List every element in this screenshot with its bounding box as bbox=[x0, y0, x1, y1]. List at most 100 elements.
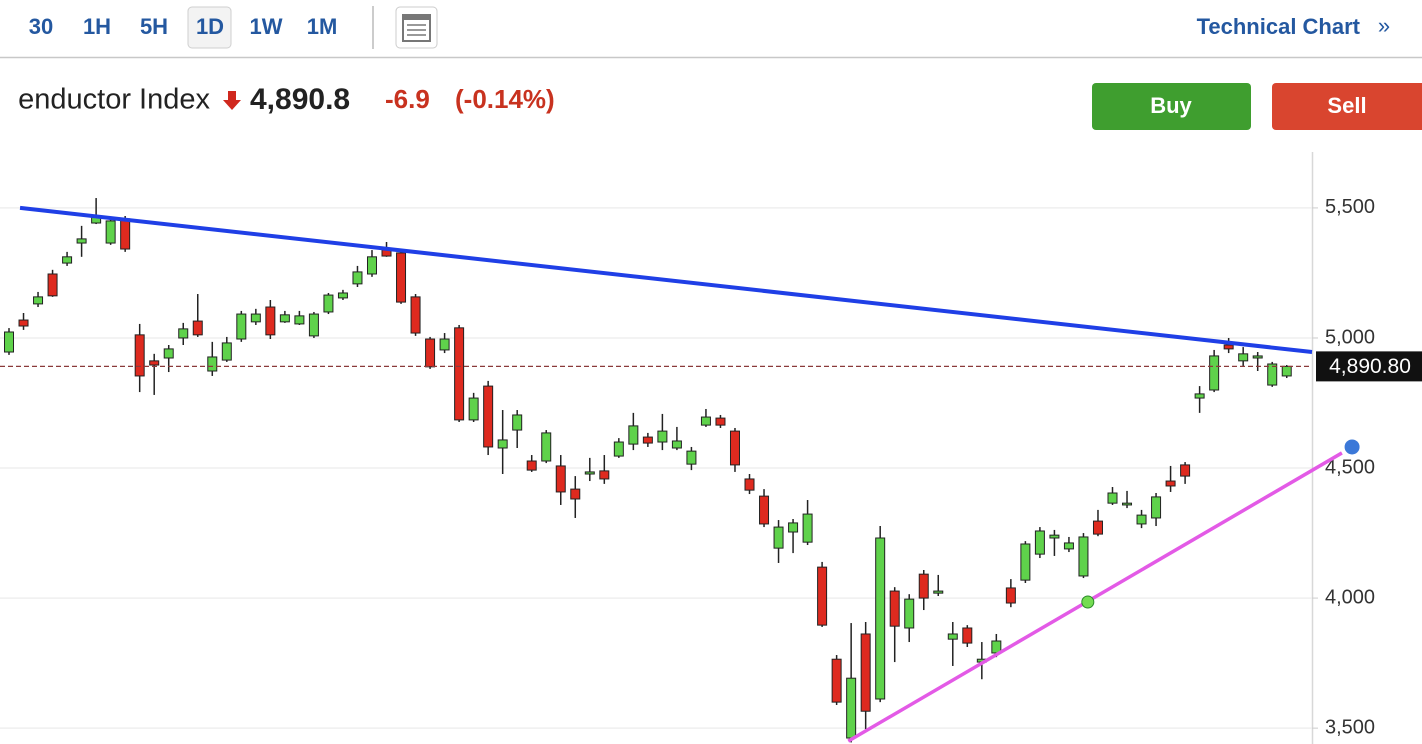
candle-body bbox=[933, 590, 944, 594]
candle-body bbox=[62, 256, 73, 264]
candle-body bbox=[192, 320, 203, 336]
time-tab[interactable]: 1M bbox=[307, 14, 338, 39]
candle-body bbox=[526, 460, 537, 471]
candle-body bbox=[1267, 363, 1278, 386]
candle-body bbox=[76, 238, 87, 244]
candle-body bbox=[642, 436, 653, 444]
change-pct: (-0.14%) bbox=[455, 84, 555, 114]
candle-body bbox=[759, 495, 770, 525]
change: -6.9 bbox=[385, 84, 430, 114]
candle-body bbox=[773, 526, 784, 549]
candle-body bbox=[613, 441, 624, 457]
candle-body bbox=[1005, 587, 1016, 604]
candle-body bbox=[1063, 542, 1074, 550]
candle-body bbox=[1122, 502, 1133, 506]
candle-body bbox=[1049, 534, 1060, 539]
line-handle bbox=[1344, 439, 1360, 455]
trendline bbox=[19, 205, 1313, 355]
candle-body bbox=[1078, 536, 1089, 577]
candle-body bbox=[163, 348, 174, 359]
buy-label[interactable]: Buy bbox=[1150, 93, 1192, 118]
candle-body bbox=[454, 327, 465, 421]
sell-button[interactable] bbox=[1272, 83, 1422, 130]
candle-body bbox=[236, 313, 247, 340]
candle-body bbox=[337, 292, 348, 299]
candle-body bbox=[468, 397, 479, 421]
candle-body bbox=[947, 633, 958, 640]
price: 4,890.8 bbox=[250, 83, 350, 116]
candle-body bbox=[512, 414, 523, 431]
down-arrow bbox=[223, 91, 241, 110]
candle-body bbox=[178, 328, 189, 339]
candle-body bbox=[308, 313, 319, 337]
candle-body bbox=[541, 432, 552, 462]
candle-body bbox=[1136, 514, 1147, 525]
candle-body bbox=[1151, 496, 1162, 519]
candle-body bbox=[729, 430, 740, 466]
sell-label[interactable]: Sell bbox=[1327, 93, 1366, 118]
candle-body bbox=[352, 271, 363, 285]
candle-body bbox=[439, 338, 450, 351]
plot bbox=[0, 198, 1312, 743]
candle-body bbox=[410, 296, 421, 334]
candle-body bbox=[149, 360, 160, 366]
candle-body bbox=[1209, 355, 1220, 391]
candle-body bbox=[250, 313, 261, 323]
trendlines bbox=[19, 205, 1360, 743]
candle-body bbox=[657, 430, 668, 443]
time-tab[interactable]: 1W bbox=[250, 14, 283, 39]
candle-body bbox=[831, 658, 842, 703]
candle-body bbox=[584, 471, 595, 475]
candle-body bbox=[846, 677, 857, 739]
candle-body bbox=[671, 440, 682, 449]
candle-body bbox=[207, 356, 218, 372]
candle-body bbox=[599, 470, 610, 480]
candle-body bbox=[628, 425, 639, 445]
candle-body bbox=[396, 252, 407, 303]
time-tab[interactable]: 1H bbox=[83, 14, 111, 39]
candle-body bbox=[120, 218, 131, 250]
layout-icon[interactable] bbox=[395, 6, 438, 49]
candle-body bbox=[1165, 480, 1176, 487]
candle-body bbox=[221, 342, 232, 361]
candle-body bbox=[1020, 543, 1031, 581]
candle-body bbox=[744, 478, 755, 491]
selected-tab-bg bbox=[187, 6, 232, 49]
candle-body bbox=[1107, 492, 1118, 504]
candle-body bbox=[279, 314, 290, 323]
buy-button[interactable] bbox=[1092, 83, 1251, 130]
candle-body bbox=[294, 315, 305, 325]
candle-body bbox=[860, 633, 871, 712]
candle-body bbox=[366, 256, 377, 275]
candle-body bbox=[497, 439, 508, 449]
time-tab[interactable]: 30 bbox=[29, 14, 53, 39]
y-tick-label: 5,000 bbox=[1325, 326, 1375, 348]
candle-body bbox=[1238, 353, 1249, 362]
line-handle bbox=[1081, 595, 1095, 609]
candle-body bbox=[788, 522, 799, 533]
time-tab[interactable]: 1D bbox=[196, 14, 224, 39]
candle-body bbox=[962, 627, 973, 644]
candle-body bbox=[555, 465, 566, 493]
candle-body bbox=[570, 488, 581, 500]
technical-chart-link[interactable]: Technical Chart bbox=[1197, 14, 1361, 39]
candle-body bbox=[686, 450, 697, 465]
candle-body bbox=[33, 296, 44, 305]
y-tick-label: 3,500 bbox=[1325, 716, 1375, 738]
candle-body bbox=[134, 334, 145, 377]
y-tick-label: 4,000 bbox=[1325, 586, 1375, 608]
candle-body bbox=[1180, 464, 1191, 477]
candle-body bbox=[1194, 393, 1205, 399]
candle-body bbox=[918, 573, 929, 599]
link-icon[interactable]: » bbox=[1378, 13, 1390, 38]
candle-body bbox=[715, 417, 726, 426]
candle-body bbox=[904, 598, 915, 629]
time-tab[interactable]: 5H bbox=[140, 14, 168, 39]
last-price-box bbox=[1316, 351, 1422, 382]
candle-body bbox=[875, 537, 886, 700]
candle-body bbox=[323, 294, 334, 313]
candle-body bbox=[105, 220, 116, 244]
candle-body bbox=[265, 306, 276, 336]
y-tick-label: 4,500 bbox=[1325, 456, 1375, 478]
